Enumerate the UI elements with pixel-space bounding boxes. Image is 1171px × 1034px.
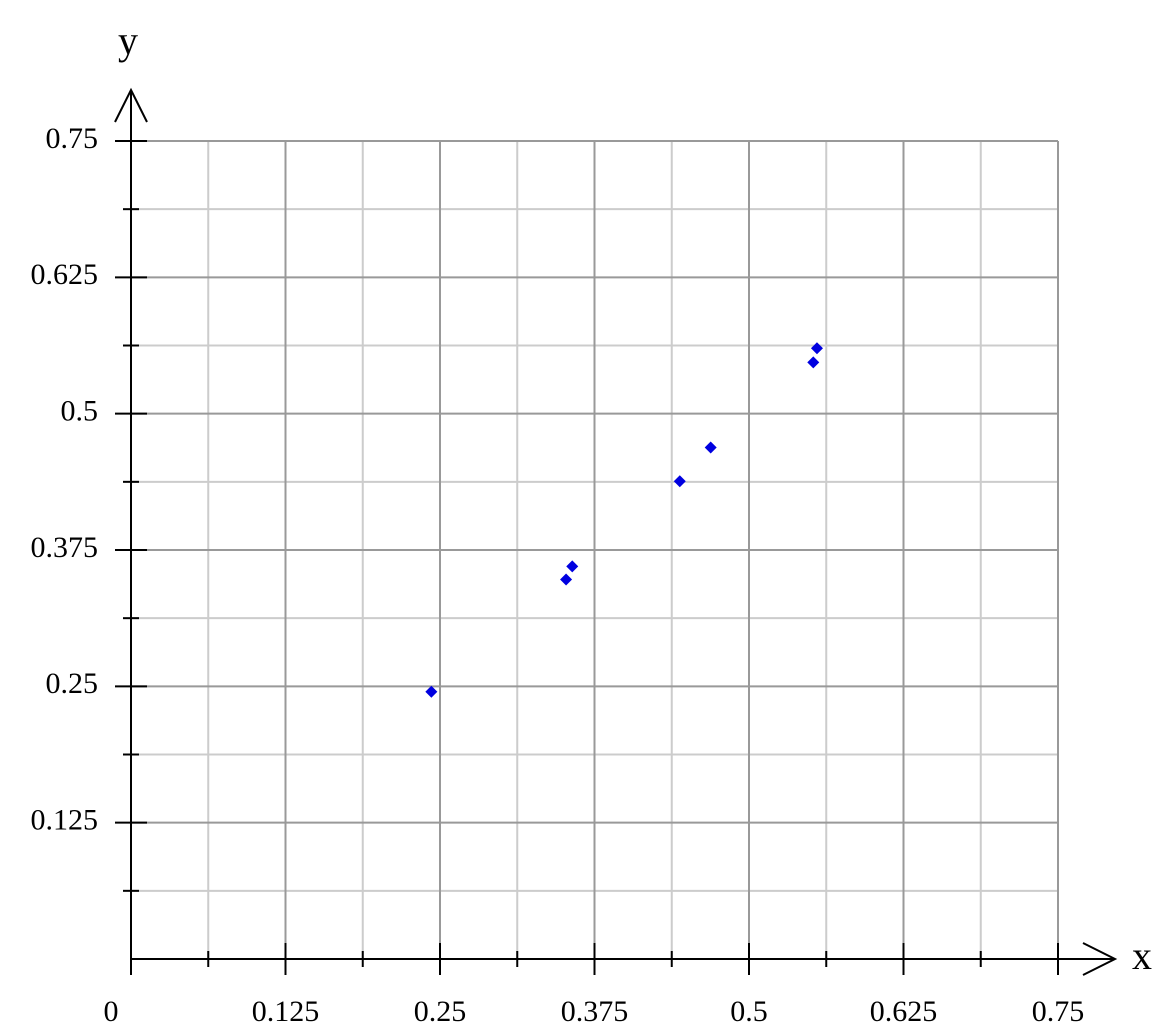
y-axis-arrow <box>114 87 148 123</box>
point <box>810 342 823 355</box>
y-tick-label: 0.75 <box>46 122 99 155</box>
x-tick-label: 0.375 <box>561 995 629 1028</box>
point <box>807 356 820 369</box>
y-tick-label: 0.25 <box>46 667 99 700</box>
y-tick-label: 0.625 <box>31 258 99 291</box>
x-axis-label: x <box>1132 933 1152 978</box>
point <box>425 685 438 698</box>
point <box>673 475 686 488</box>
point <box>566 560 579 573</box>
y-tick-label: 0.5 <box>61 395 99 428</box>
x-tick-label: 0.25 <box>414 995 467 1028</box>
x-tick-label: 0 <box>104 995 119 1028</box>
x-tick-label: 0.125 <box>252 995 320 1028</box>
x-tick-label: 0.5 <box>730 995 768 1028</box>
x-tick-label: 0.625 <box>870 995 938 1028</box>
point <box>560 573 573 586</box>
x-tick-label: 0.75 <box>1032 995 1085 1028</box>
y-tick-label: 0.375 <box>31 531 99 564</box>
y-tick-label: 0.125 <box>31 804 99 837</box>
y-axis-label: y <box>118 18 138 63</box>
x-axis-arrow <box>1082 942 1118 976</box>
point <box>704 441 717 454</box>
